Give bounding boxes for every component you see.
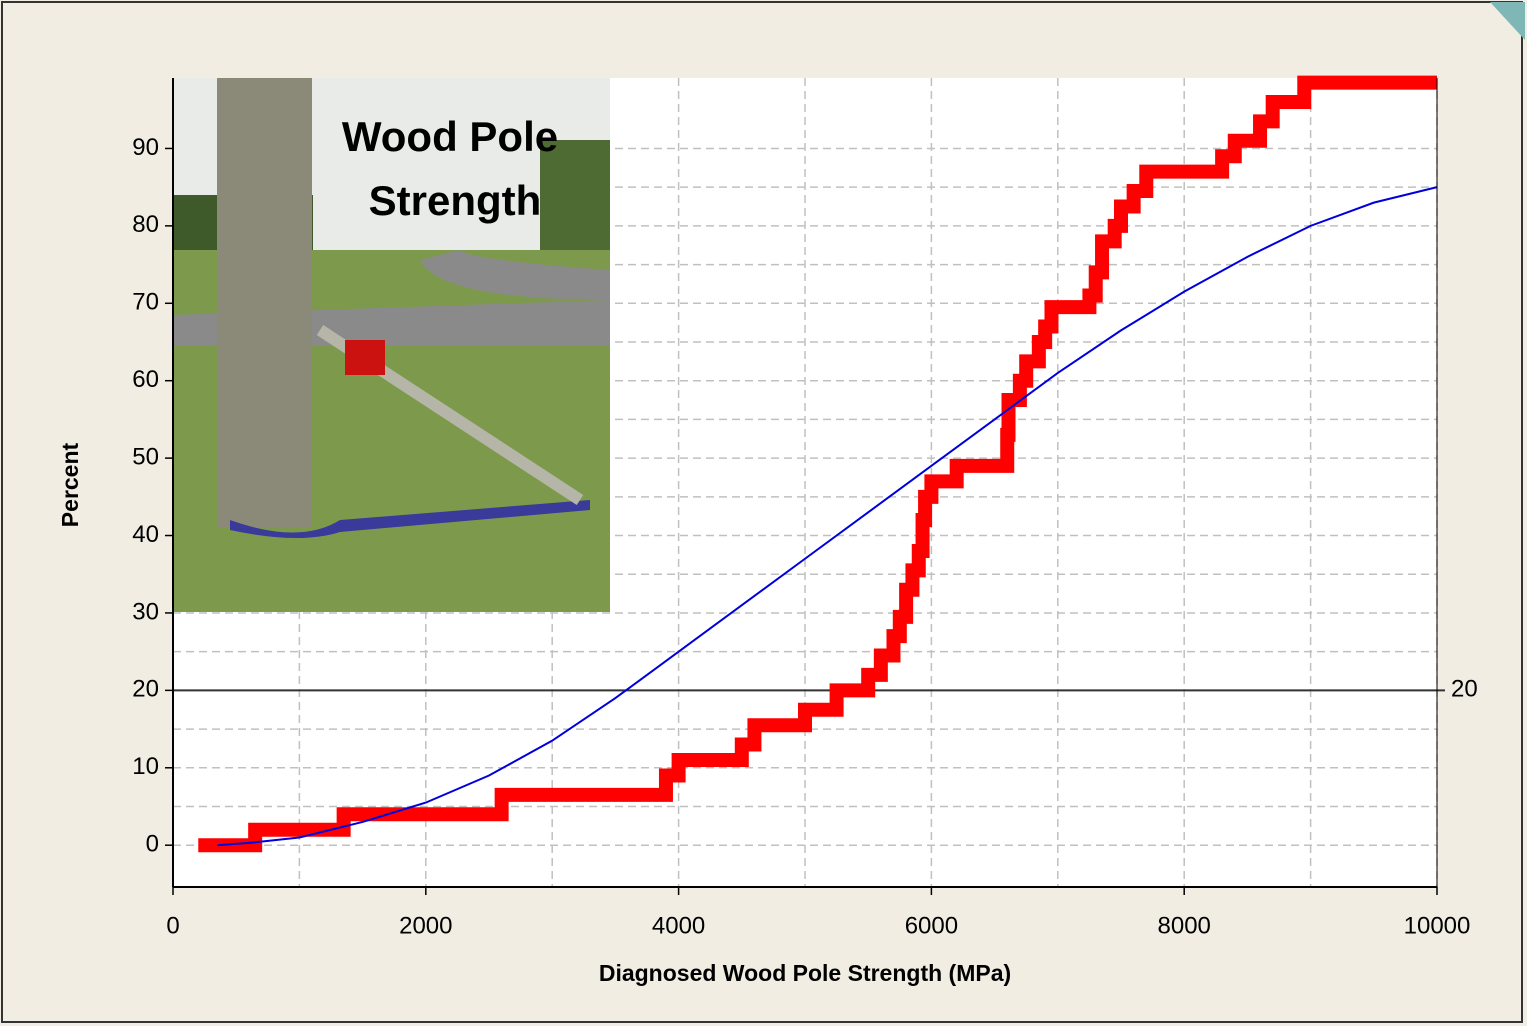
y-tick-label: 50 bbox=[132, 443, 159, 470]
y-tick-label: 70 bbox=[132, 289, 159, 316]
annotation: Wood Pole bbox=[342, 113, 558, 160]
x-tick-label: 4000 bbox=[652, 912, 705, 939]
x-tick-label: 10000 bbox=[1404, 912, 1471, 939]
line bbox=[217, 186, 1438, 847]
y-tick-label: 20 bbox=[132, 676, 159, 703]
y-tick-label: 0 bbox=[146, 831, 159, 858]
marks bbox=[173, 75, 1445, 853]
y-axis-title: Percent bbox=[57, 442, 83, 527]
x-tick-label: 8000 bbox=[1158, 912, 1211, 939]
reference-label: 20 bbox=[1451, 676, 1478, 703]
y-tick-label: 60 bbox=[132, 366, 159, 393]
photo-device bbox=[345, 340, 385, 375]
photo-strap bbox=[230, 500, 590, 539]
annotation: Strength bbox=[369, 177, 542, 224]
x-axis-title: Diagnosed Wood Pole Strength (MPa) bbox=[599, 960, 1011, 986]
y-tick-label: 10 bbox=[132, 753, 159, 780]
y-tick-label: 90 bbox=[132, 134, 159, 161]
photo-trees bbox=[540, 140, 610, 250]
photo-pole bbox=[217, 78, 312, 528]
photo-inset: Wood Pole Strength bbox=[173, 78, 610, 612]
x-tick-label: 0 bbox=[166, 912, 179, 939]
x-tick-label: 2000 bbox=[399, 912, 452, 939]
y-tick-label: 40 bbox=[132, 521, 159, 548]
step-line bbox=[198, 75, 1437, 853]
x-tick-label: 6000 bbox=[905, 912, 958, 939]
y-tick-label: 80 bbox=[132, 211, 159, 238]
corner bbox=[1490, 2, 1525, 40]
y-tick-label: 30 bbox=[132, 598, 159, 625]
